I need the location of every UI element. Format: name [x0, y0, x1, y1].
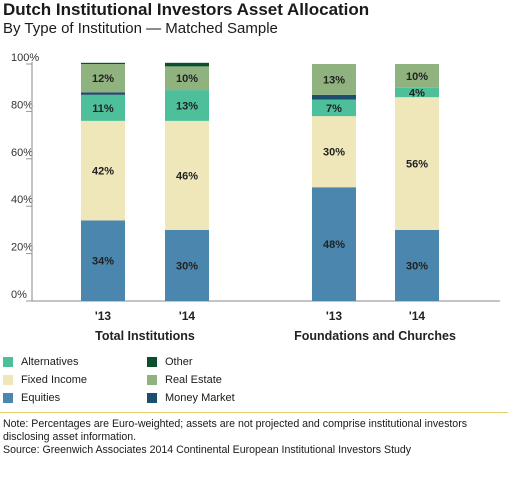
data-label: 34% [92, 256, 114, 268]
y-tick-label: 20% [11, 242, 33, 254]
x-tick-label: '14 [179, 309, 196, 323]
data-label: 10% [176, 73, 198, 85]
legend-label-fixed-income: Fixed Income [21, 374, 88, 386]
x-tick-label: '13 [95, 309, 112, 323]
legend-item-equities: Equities [3, 390, 60, 406]
y-tick-label: 0% [11, 289, 27, 301]
y-tick-label: 80% [11, 99, 33, 111]
data-label: 7% [326, 103, 342, 115]
data-label: 30% [323, 147, 345, 159]
divider [0, 412, 508, 413]
footnote-source: Source: Greenwich Associates 2014 Contin… [3, 444, 412, 456]
footnote-note: Note: Percentages are Euro-weighted; ass… [3, 418, 468, 443]
stacked-bar-chart: 0% 20% 40% 60% 80% 100% 34% 42% 11% 12% 30% 46% 13% 1… [11, 52, 500, 343]
legend-label-other: Other [165, 356, 193, 368]
bar-segment-money-market [81, 92, 125, 95]
legend-label-money-market: Money Market [165, 392, 235, 404]
bar-segment-alternatives [165, 90, 209, 121]
legend-swatch-real-estate [147, 375, 157, 385]
data-label: 56% [406, 159, 428, 171]
legend-swatch-other [147, 357, 157, 367]
y-tick-label: 100% [11, 52, 39, 64]
legend-item-real-estate: Real Estate [147, 372, 222, 388]
y-tick-label: 60% [11, 147, 33, 159]
legend-item-fixed-income: Fixed Income [3, 372, 87, 388]
bar-segment-fixed-income [395, 97, 439, 230]
bar-segment-fixed-income [312, 116, 356, 188]
legend-swatch-alternatives [3, 357, 13, 367]
group-label: Total Institutions [95, 329, 195, 343]
bar-segment-equities [81, 220, 125, 301]
legend-item-money-market: Money Market [147, 390, 235, 406]
bar-segment-equities [165, 229, 209, 301]
bar-segment-real-estate [395, 64, 439, 88]
bar-segment-alternatives [312, 99, 356, 117]
bar-segment-equities [395, 229, 439, 301]
data-label: 4% [409, 87, 425, 99]
legend-label-equities: Equities [21, 392, 61, 404]
legend-swatch-money-market [147, 393, 157, 403]
bar-segment-alternatives [395, 87, 439, 98]
data-label: 30% [176, 260, 198, 272]
bar-segment-other [165, 62, 209, 67]
data-label: 10% [406, 71, 428, 83]
bar-segment-real-estate [312, 64, 356, 95]
chart-subtitle: By Type of Institution — Matched Sample [3, 20, 278, 37]
footnotes: Note: Percentages are Euro-weighted; ass… [3, 418, 503, 457]
data-label: 13% [176, 100, 198, 112]
legend-item-other: Other [147, 354, 193, 370]
data-label: 13% [323, 74, 345, 86]
bar-segment-other [81, 62, 125, 64]
y-tick-label: 40% [11, 194, 33, 206]
bar-segment-money-market [312, 94, 356, 100]
bar-segment-fixed-income [165, 120, 209, 230]
bar-segment-equities [312, 187, 356, 301]
chart-title: Dutch Institutional Investors Asset Allo… [3, 0, 370, 19]
bar-segment-fixed-income [81, 120, 125, 221]
data-label: 12% [92, 73, 114, 85]
legend-swatch-equities [3, 393, 13, 403]
data-label: 48% [323, 239, 345, 251]
bar-segment-real-estate [165, 66, 209, 91]
legend-label-alternatives: Alternatives [21, 356, 79, 368]
legend-item-alternatives: Alternatives [3, 354, 78, 370]
data-label: 46% [176, 170, 198, 182]
x-tick-label: '13 [326, 309, 343, 323]
legend-swatch-fixed-income [3, 375, 13, 385]
data-label: 30% [406, 260, 428, 272]
legend-label-real-estate: Real Estate [165, 374, 222, 386]
legend: Alternatives Other Fixed Income Real Est… [0, 352, 508, 412]
bar-segment-alternatives [81, 94, 125, 121]
x-tick-label: '14 [409, 309, 426, 323]
data-label: 42% [92, 166, 114, 178]
data-label: 11% [92, 103, 114, 115]
bar-segment-real-estate [81, 64, 125, 93]
group-label: Foundations and Churches [294, 329, 456, 343]
